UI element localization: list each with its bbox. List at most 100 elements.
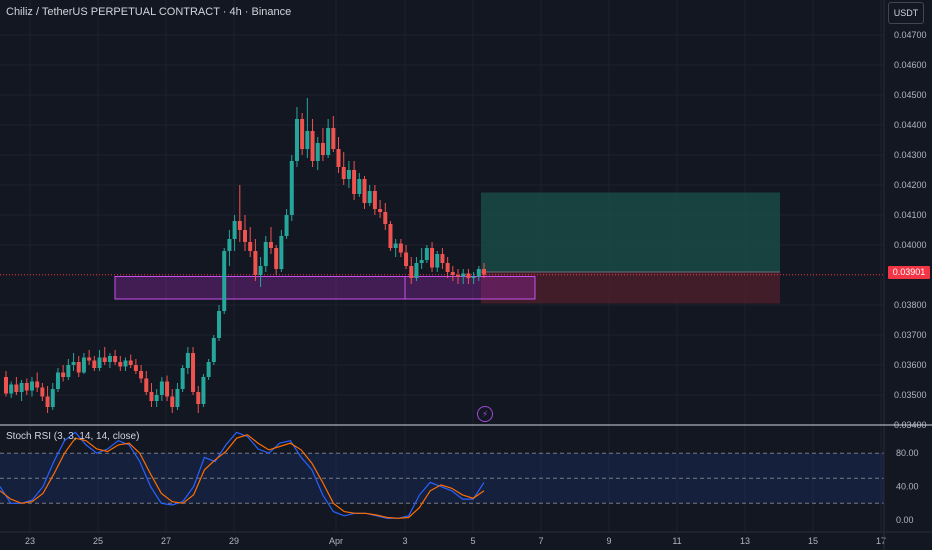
candle-body bbox=[222, 251, 227, 311]
candle-body bbox=[320, 143, 325, 155]
y-tick-label: 0.03500 bbox=[894, 390, 927, 400]
x-tick-label: 5 bbox=[470, 536, 475, 546]
candle-body bbox=[424, 248, 429, 260]
candle-body bbox=[40, 387, 45, 397]
candle-body bbox=[274, 248, 279, 269]
x-tick-label: 29 bbox=[229, 536, 239, 546]
candle-body bbox=[357, 179, 362, 194]
candle-body bbox=[388, 224, 393, 248]
candle-body bbox=[476, 269, 481, 277]
candle-body bbox=[71, 362, 76, 365]
candle-body bbox=[383, 212, 388, 224]
candle-body bbox=[258, 266, 263, 275]
candle-body bbox=[372, 191, 377, 209]
candle-body bbox=[409, 266, 414, 278]
candle-body bbox=[35, 381, 40, 388]
candle-body bbox=[336, 149, 341, 167]
candle-body bbox=[107, 356, 112, 362]
stop-loss-zone bbox=[481, 272, 780, 304]
candle-body bbox=[154, 395, 159, 401]
candle-body bbox=[61, 372, 66, 377]
x-tick-label: 9 bbox=[606, 536, 611, 546]
y-tick-label: 0.04000 bbox=[894, 240, 927, 250]
x-tick-label: 3 bbox=[402, 536, 407, 546]
candle-body bbox=[404, 252, 409, 266]
candle-body bbox=[310, 131, 315, 161]
candle-body bbox=[175, 389, 180, 407]
candle-body bbox=[471, 276, 476, 278]
candle-body bbox=[191, 353, 196, 392]
candle-body bbox=[456, 275, 461, 277]
candle-body bbox=[45, 396, 50, 407]
candle-body bbox=[165, 381, 170, 397]
candle-body bbox=[87, 357, 92, 361]
candle-body bbox=[206, 362, 211, 377]
candle-body bbox=[9, 384, 14, 394]
candle-body bbox=[139, 371, 144, 379]
candle-body bbox=[144, 378, 149, 392]
candle-body bbox=[55, 372, 60, 389]
candle-body bbox=[76, 362, 81, 373]
candle-body bbox=[123, 360, 128, 367]
candle-body bbox=[4, 377, 8, 394]
candle-body bbox=[466, 273, 471, 278]
candle-body bbox=[14, 384, 19, 392]
stoch-tick-label: 80.00 bbox=[896, 448, 919, 458]
candle-body bbox=[29, 381, 34, 391]
x-tick-label: 23 bbox=[25, 536, 35, 546]
x-tick-label: 27 bbox=[161, 536, 171, 546]
y-tick-label: 0.03800 bbox=[894, 300, 927, 310]
candle-body bbox=[263, 242, 268, 266]
candle-body bbox=[102, 357, 107, 362]
candle-body bbox=[66, 365, 71, 377]
candle-body bbox=[133, 365, 138, 371]
candle-body bbox=[367, 191, 372, 203]
candle-body bbox=[352, 170, 357, 194]
y-tick-label: 0.03600 bbox=[894, 360, 927, 370]
x-tick-label: 11 bbox=[672, 536, 681, 546]
candle-body bbox=[248, 242, 253, 251]
y-tick-label: 0.03700 bbox=[894, 330, 927, 340]
candle-body bbox=[185, 353, 190, 368]
x-tick-label: 17 bbox=[876, 536, 886, 546]
x-tick-label: 15 bbox=[808, 536, 818, 546]
stoch-tick-label: 40.00 bbox=[896, 482, 919, 492]
lightning-icon[interactable]: ⚡ bbox=[477, 406, 493, 422]
candle-body bbox=[159, 381, 164, 395]
candle-body bbox=[398, 243, 403, 253]
candle-body bbox=[92, 360, 97, 368]
take-profit-zone bbox=[481, 192, 780, 272]
candle-body bbox=[81, 357, 86, 373]
currency-button[interactable]: USDT bbox=[888, 2, 924, 24]
candle-body bbox=[435, 254, 440, 268]
candle-body bbox=[294, 119, 299, 161]
candle-body bbox=[378, 209, 383, 212]
candle-body bbox=[440, 254, 445, 263]
candle-body bbox=[128, 360, 133, 365]
candle-body bbox=[279, 236, 284, 269]
candles-layer bbox=[4, 98, 486, 413]
candle-body bbox=[461, 273, 466, 277]
candle-body bbox=[201, 377, 206, 404]
last-price-tag: 0.03901 bbox=[888, 266, 930, 279]
candle-body bbox=[450, 272, 455, 275]
x-tick-label: 7 bbox=[538, 536, 543, 546]
candle-body bbox=[217, 311, 222, 338]
candle-body bbox=[315, 143, 320, 161]
candle-body bbox=[50, 389, 55, 407]
candle-body bbox=[482, 269, 486, 275]
candle-body bbox=[326, 128, 331, 155]
y-tick-label: 0.04200 bbox=[894, 180, 927, 190]
symbol-title[interactable]: Chiliz / TetherUS PERPETUAL CONTRACT · 4… bbox=[6, 6, 292, 18]
candle-body bbox=[118, 362, 123, 367]
candle-body bbox=[393, 243, 398, 248]
y-tick-label: 0.04500 bbox=[894, 90, 927, 100]
indicator-title[interactable]: Stoch RSI (3, 3, 14, 14, close) bbox=[6, 431, 140, 442]
y-tick-label: 0.04300 bbox=[894, 150, 927, 160]
candle-body bbox=[289, 161, 294, 215]
candle-body bbox=[445, 263, 450, 272]
candle-body bbox=[430, 248, 435, 268]
y-tick-label: 0.04700 bbox=[894, 30, 927, 40]
candle-body bbox=[237, 221, 242, 230]
